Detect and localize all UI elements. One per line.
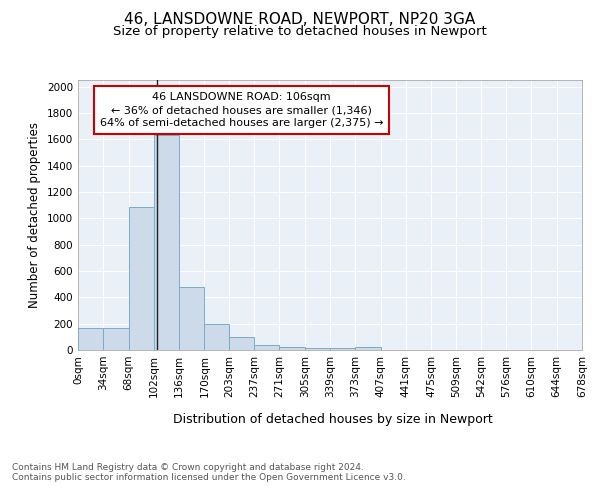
Text: Distribution of detached houses by size in Newport: Distribution of detached houses by size … — [173, 412, 493, 426]
Bar — [128, 207, 154, 350]
Bar — [305, 348, 330, 350]
Bar — [205, 324, 229, 350]
Bar — [179, 287, 205, 350]
Bar — [280, 346, 305, 350]
Bar — [229, 337, 254, 350]
Text: 46 LANSDOWNE ROAD: 106sqm
← 36% of detached houses are smaller (1,346)
64% of se: 46 LANSDOWNE ROAD: 106sqm ← 36% of detac… — [100, 92, 383, 128]
Bar — [154, 136, 179, 350]
Bar — [330, 348, 355, 350]
Bar — [78, 328, 103, 350]
Text: Size of property relative to detached houses in Newport: Size of property relative to detached ho… — [113, 25, 487, 38]
Y-axis label: Number of detached properties: Number of detached properties — [28, 122, 41, 308]
Bar — [355, 348, 380, 350]
Bar — [254, 344, 280, 350]
Text: Contains HM Land Registry data © Crown copyright and database right 2024.
Contai: Contains HM Land Registry data © Crown c… — [12, 462, 406, 482]
Bar — [103, 328, 128, 350]
Text: 46, LANSDOWNE ROAD, NEWPORT, NP20 3GA: 46, LANSDOWNE ROAD, NEWPORT, NP20 3GA — [124, 12, 476, 28]
